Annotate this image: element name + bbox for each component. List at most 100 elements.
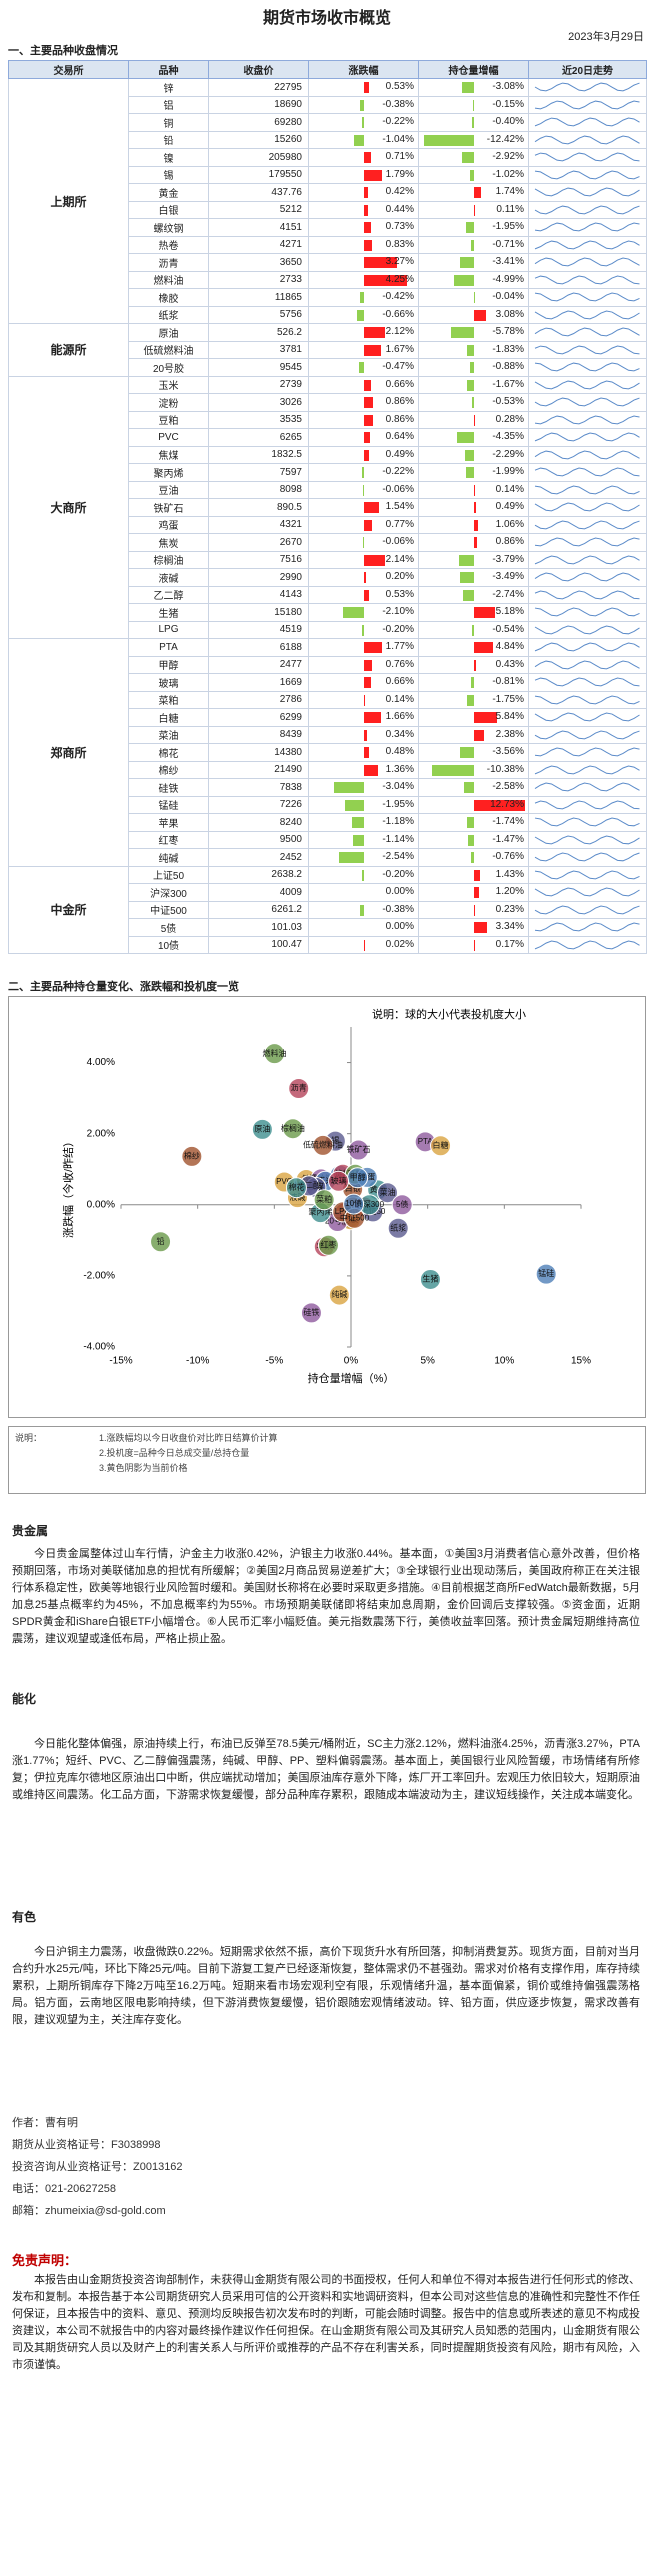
trend-cell bbox=[528, 550, 647, 569]
bar bbox=[474, 799, 525, 811]
bar bbox=[360, 99, 364, 111]
value-label: -1.02% bbox=[492, 168, 524, 180]
bubble-label: 白糖 bbox=[433, 1140, 449, 1150]
sparkline bbox=[534, 397, 640, 407]
value-label: -0.40% bbox=[492, 116, 524, 127]
bar-cell: -3.04% bbox=[308, 778, 419, 797]
contact: 作者：曹有明 期货从业资格证号：F3038998 投资咨询从业资格证号：Z00131… bbox=[12, 2112, 183, 2222]
bar bbox=[470, 852, 474, 863]
bar bbox=[364, 432, 371, 443]
bar bbox=[359, 362, 364, 373]
bubble bbox=[376, 1182, 398, 1204]
sparkline-path bbox=[534, 555, 640, 565]
bar bbox=[364, 764, 378, 776]
trend-cell bbox=[528, 603, 647, 622]
value-label: -0.38% bbox=[382, 98, 414, 110]
value-label: -0.20% bbox=[382, 623, 414, 635]
bubble bbox=[317, 1234, 339, 1256]
sparkline-path bbox=[534, 852, 640, 862]
value-label: 1.43% bbox=[495, 868, 524, 880]
bar bbox=[359, 292, 364, 303]
value-label: 5.18% bbox=[495, 606, 524, 617]
sparkline bbox=[534, 362, 640, 372]
bar-cell: 0.66% bbox=[308, 375, 419, 394]
value-label: 12.73% bbox=[490, 798, 524, 810]
value-label: -1.47% bbox=[492, 833, 524, 845]
bubble-label: 白银 bbox=[345, 1183, 361, 1193]
bar bbox=[462, 152, 474, 163]
value-label: -1.18% bbox=[382, 816, 414, 827]
value-label: 0.73% bbox=[385, 221, 414, 232]
value-label: 0.17% bbox=[495, 938, 524, 950]
variety: 菜粕 bbox=[128, 690, 209, 709]
bar bbox=[474, 519, 479, 531]
value-label: 0.14% bbox=[495, 483, 524, 495]
bubble-label: 原油 bbox=[254, 1124, 270, 1134]
row: 白糖 6299 1.66% 5.84% bbox=[9, 708, 647, 727]
sparkline bbox=[534, 730, 640, 740]
sparkline-path bbox=[534, 240, 640, 250]
sparkline-path bbox=[534, 940, 640, 950]
bar-cell: -5.78% bbox=[418, 323, 529, 342]
value-label: 2.12% bbox=[385, 326, 414, 337]
close: 8098 bbox=[208, 480, 309, 499]
variety: 低硫燃料油 bbox=[128, 340, 209, 359]
value-label: -0.04% bbox=[492, 291, 524, 302]
value-label: -1.67% bbox=[492, 378, 524, 390]
value-label: -2.58% bbox=[492, 781, 524, 792]
sparkline bbox=[534, 607, 640, 617]
close: 4271 bbox=[208, 235, 309, 254]
bar bbox=[364, 659, 372, 671]
trend-cell bbox=[528, 655, 647, 674]
column-header: 品种 bbox=[128, 60, 209, 79]
bar-cell: 5.18% bbox=[418, 603, 529, 622]
bar-cell: 0.20% bbox=[308, 568, 419, 587]
trend-cell bbox=[528, 673, 647, 692]
y-tick-label: 0.00% bbox=[87, 1199, 115, 1210]
row: 铅 15260 -1.04% -12.42% bbox=[9, 130, 647, 149]
variety: 红枣 bbox=[128, 830, 209, 849]
value-label: 0.53% bbox=[385, 588, 414, 600]
bar bbox=[454, 274, 474, 286]
variety: 菜油 bbox=[128, 725, 209, 744]
sparkline bbox=[534, 502, 640, 512]
bubble-label: 纯碱 bbox=[331, 1289, 347, 1299]
bar bbox=[364, 169, 382, 181]
bar bbox=[364, 327, 386, 338]
row: 焦煤 1832.5 0.49% -2.29% bbox=[9, 445, 647, 464]
bar bbox=[474, 537, 478, 548]
close: 890.5 bbox=[208, 498, 309, 517]
trend-cell bbox=[528, 690, 647, 709]
sparkline bbox=[534, 485, 640, 495]
sparkline bbox=[534, 695, 640, 705]
row: 锡 179550 1.79% -1.02% bbox=[9, 165, 647, 184]
close: 2990 bbox=[208, 568, 309, 587]
sparkline bbox=[534, 625, 640, 635]
value-label: -0.66% bbox=[382, 308, 414, 320]
bar-cell: 3.27% bbox=[308, 253, 419, 272]
bar-cell: -1.14% bbox=[308, 830, 419, 849]
row: 中金所 上证50 2638.2 -0.20% 1.43% bbox=[8, 865, 647, 954]
variety: 锌 bbox=[128, 78, 209, 97]
bar-cell: 2.12% bbox=[308, 323, 419, 342]
value-label: 0.00% bbox=[385, 886, 414, 897]
trend-cell bbox=[528, 375, 647, 394]
bar bbox=[364, 222, 372, 233]
bar-cell: 0.49% bbox=[308, 445, 419, 464]
sparkline bbox=[534, 887, 640, 897]
bubble-label: 5债 bbox=[396, 1199, 408, 1209]
sparkline bbox=[534, 100, 640, 110]
trend-cell bbox=[528, 585, 647, 604]
variety: 淀粉 bbox=[128, 393, 209, 412]
bubble bbox=[391, 1194, 413, 1216]
close: 2739 bbox=[208, 375, 309, 394]
bar-cell: -4.35% bbox=[418, 428, 529, 447]
trend-cell bbox=[528, 165, 647, 184]
value-label: -0.22% bbox=[382, 466, 414, 477]
exchange: 上期所 bbox=[8, 78, 129, 324]
bubble-label: 沪深300 bbox=[355, 1199, 385, 1209]
bar bbox=[338, 852, 364, 863]
value-label: -2.29% bbox=[492, 448, 524, 460]
value-label: 0.23% bbox=[495, 903, 524, 915]
bubble bbox=[387, 1217, 409, 1239]
